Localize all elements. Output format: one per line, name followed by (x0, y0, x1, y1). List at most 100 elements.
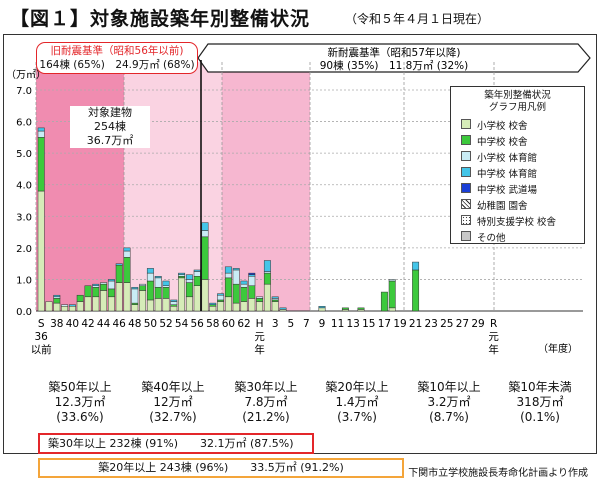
legend-swatch (461, 167, 471, 177)
bar-segment (209, 302, 217, 305)
x-tick-label: 60 (222, 318, 235, 330)
bar-segment (279, 307, 287, 310)
bar-segment (240, 283, 248, 288)
new-standard-label: 新耐震基準（昭和57年以降) (328, 46, 461, 59)
bar-segment (68, 304, 76, 307)
bar-segment (201, 222, 209, 231)
bar-segment (185, 279, 193, 283)
bar-segment (193, 285, 201, 312)
age-group-label: 築10年以上 3.2万㎡ (8.7%) (405, 380, 493, 425)
bar-segment (68, 306, 76, 312)
x-tick-label: 11 (331, 318, 344, 330)
x-tick-label: 19 (393, 318, 406, 330)
bar-segment (224, 266, 232, 274)
bar-segment (178, 272, 186, 275)
bar-segment (224, 296, 232, 312)
bar-segment (100, 283, 108, 291)
y-tick-label: 5.0 (16, 149, 32, 160)
bar-segment (107, 279, 115, 282)
age-group-area: 1.4万㎡ (335, 395, 379, 409)
bar-segment (341, 307, 349, 310)
bar-segment (201, 230, 209, 238)
bar-segment (271, 296, 279, 299)
y-tick-label: 6.0 (16, 118, 32, 129)
bar-segment (185, 274, 193, 280)
x-tick-label: 36 (35, 331, 49, 343)
summary-30-years: 築30年以上 232棟 (91%) 32.1万㎡ (87.5%) (38, 433, 314, 454)
bar-segment (240, 280, 248, 285)
legend-swatch (461, 183, 471, 193)
age-group-label: 築50年以上 12.3万㎡ (33.6%) (36, 380, 124, 425)
bar-segment (92, 287, 100, 298)
bar-segment (131, 288, 139, 304)
bar-segment (146, 299, 154, 312)
bar-segment (115, 264, 123, 283)
legend-label: その他 (477, 233, 506, 244)
bar-segment (412, 269, 420, 312)
legend-title-2: グラフ用凡例 (488, 102, 546, 113)
age-group-title: 築30年以上 (234, 380, 298, 394)
legend-swatch (461, 199, 471, 209)
age-group-percent: (0.1%) (520, 410, 560, 424)
bar-segment (193, 269, 201, 272)
bar-segment (185, 296, 193, 312)
x-tick-label: S (38, 318, 45, 330)
bar-segment (107, 288, 115, 298)
x-tick-label: 54 (175, 318, 189, 330)
bar-segment (248, 272, 256, 275)
y-tick-label: 2.0 (16, 244, 32, 255)
legend-swatch (461, 119, 471, 129)
bar-segment (76, 294, 84, 302)
x-tick-label: 9 (319, 318, 326, 330)
age-group-percent: (32.7%) (149, 410, 197, 424)
bar-segment (76, 301, 84, 312)
bar-segment (92, 283, 100, 286)
age-group-area: 12.3万㎡ (54, 395, 106, 409)
bar-segment (162, 287, 170, 299)
bar-segment (146, 268, 154, 274)
x-tick-label: 15 (362, 318, 375, 330)
bar-segment (61, 306, 69, 312)
x-tick-label: 5 (287, 318, 294, 330)
bar-segment (154, 287, 162, 299)
age-group-percent: (33.6%) (56, 410, 104, 424)
bar-segment (37, 137, 45, 192)
age-group-percent: (21.2%) (242, 410, 290, 424)
x-tick-label: 40 (66, 318, 79, 330)
bar-segment (61, 304, 69, 307)
bar-segment (131, 287, 139, 290)
age-group-label: 築40年以上 12万㎡ (32.7%) (129, 380, 217, 425)
age-group-title: 築20年以上 (325, 380, 389, 394)
legend-item: 小学校 体育館 (451, 148, 584, 164)
age-group-percent: (8.7%) (429, 410, 469, 424)
y-tick-label: 3.0 (16, 212, 32, 223)
bar-segment (224, 277, 232, 298)
bar-segment (232, 268, 240, 271)
bar-segment (232, 283, 240, 304)
bar-segment (170, 306, 178, 312)
target-count: 254棟 (94, 120, 126, 133)
bar-segment (139, 285, 147, 291)
x-tick-label: 38 (50, 318, 63, 330)
bar-segment (201, 236, 209, 280)
bar-segment (232, 269, 240, 285)
x-tick-label: 3 (272, 318, 279, 330)
bar-segment (84, 285, 92, 298)
age-group-title: 築40年以上 (141, 380, 205, 394)
x-tick-label: 13 (347, 318, 360, 330)
bar-segment (380, 291, 388, 312)
bar-segment (201, 279, 209, 312)
bar-segment (107, 296, 115, 312)
legend-swatch (461, 231, 471, 241)
bar-segment (84, 296, 92, 312)
bar-segment (139, 290, 147, 312)
bar-segment (217, 294, 225, 301)
x-tick-label: 元 (254, 331, 265, 343)
bar-segment (240, 301, 248, 312)
new-standard-arrow (197, 43, 591, 73)
bar-segment (248, 285, 256, 299)
bar-segment (123, 282, 131, 312)
bar-segment (318, 307, 326, 312)
x-tick-label: 29 (471, 318, 484, 330)
